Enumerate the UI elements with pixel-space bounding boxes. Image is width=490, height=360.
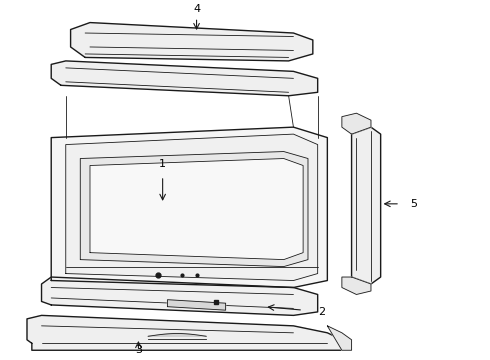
Text: 3: 3 <box>135 346 142 355</box>
Polygon shape <box>148 333 206 336</box>
Text: 4: 4 <box>193 4 200 14</box>
Text: 2: 2 <box>318 307 325 317</box>
Polygon shape <box>66 134 318 280</box>
Polygon shape <box>327 326 352 350</box>
Polygon shape <box>80 152 308 267</box>
Polygon shape <box>352 127 381 284</box>
Polygon shape <box>27 315 342 350</box>
Polygon shape <box>51 61 318 96</box>
Text: 5: 5 <box>410 199 416 209</box>
Polygon shape <box>51 127 327 288</box>
Text: 1: 1 <box>159 159 166 169</box>
Polygon shape <box>342 113 371 134</box>
Polygon shape <box>168 300 225 310</box>
Polygon shape <box>71 23 313 61</box>
Polygon shape <box>90 158 303 260</box>
Polygon shape <box>42 277 318 315</box>
Polygon shape <box>342 277 371 294</box>
